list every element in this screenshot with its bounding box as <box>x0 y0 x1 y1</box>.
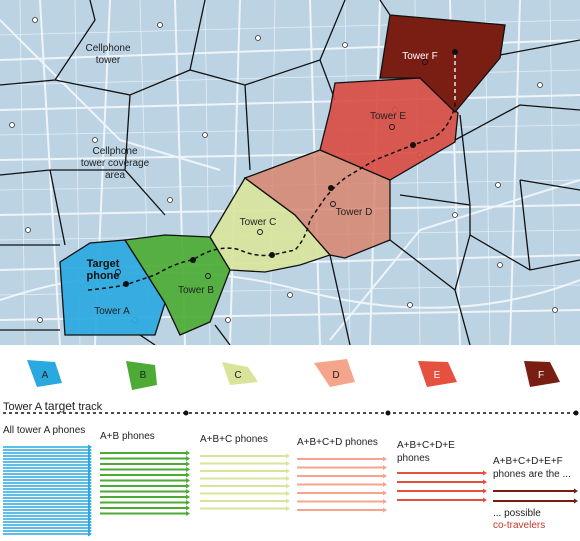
column-label-d: A+B+C+D phones <box>297 437 378 448</box>
phone-line-arrow <box>186 500 190 505</box>
cellphone-tower-label-1: Cellphone <box>85 43 130 54</box>
possible-label: ... possible <box>493 508 541 519</box>
phone-lines <box>3 444 578 537</box>
target-label-2: phone <box>87 270 120 282</box>
column-label-a: All tower A phones <box>3 425 86 436</box>
phone-line-arrow <box>483 488 487 494</box>
phone-line-arrow <box>286 491 290 496</box>
phone-line-arrow <box>186 489 190 494</box>
phone-line-arrow <box>186 494 190 500</box>
legend-shape-d: D <box>314 359 355 387</box>
phone-line-arrow <box>574 488 578 494</box>
phone-line-arrow <box>383 482 387 487</box>
phone-line-arrow <box>383 490 387 496</box>
tower-markers <box>123 49 458 287</box>
svg-text:B: B <box>140 370 147 381</box>
tower-a-label: Tower A <box>94 306 130 317</box>
svg-text:Target: Target <box>87 258 120 270</box>
phone-line-arrow <box>286 476 290 481</box>
phone-line-arrow <box>286 468 290 474</box>
phone-line-arrow <box>383 473 387 479</box>
phone-line-arrow <box>483 470 487 476</box>
target-track-label: Tower A target track <box>3 399 103 413</box>
column-label-f-1: A+B+C+D+E+F <box>493 456 563 467</box>
phone-line-arrow <box>383 507 387 513</box>
tower-b-label: Tower B <box>178 285 214 296</box>
legend-panel: A B C D E F Tower A target track All tow… <box>0 345 580 541</box>
svg-text:Cellphone: Cellphone <box>92 146 137 157</box>
column-label-b: A+B phones <box>100 431 155 442</box>
phone-line-arrow <box>88 531 92 537</box>
phone-line-arrow <box>186 450 190 456</box>
coverage-label-2: tower coverage <box>81 158 150 169</box>
phone-line-arrow <box>383 499 387 504</box>
column-label-e-1: A+B+C+D+E <box>397 440 455 451</box>
coverage-label-1: Cellphone <box>92 146 137 157</box>
phone-line-arrow <box>483 497 487 503</box>
legend-shape-a: A <box>27 360 62 387</box>
coverage-label-3: area <box>105 170 125 181</box>
tower-f-area <box>379 14 506 113</box>
svg-text:tower coverage: tower coverage <box>81 158 150 169</box>
svg-text:tower: tower <box>96 55 121 66</box>
legend-shape-b: B <box>126 361 157 390</box>
tower-b-area <box>123 234 231 336</box>
tower-e-label: Tower E <box>370 111 406 122</box>
phone-line-arrow <box>186 511 190 516</box>
tower-coverage-map: Cellphone tower Cellphone tower coverage… <box>0 0 580 345</box>
phone-line-arrow <box>186 505 190 511</box>
tower-f-label: Tower F <box>402 51 438 62</box>
target-label-1: Target <box>87 258 120 270</box>
legend-graphics: A B C D E F <box>3 359 579 537</box>
legend-shape-e: E <box>418 361 457 387</box>
tower-d-label: Tower D <box>336 207 373 218</box>
phone-line-arrow <box>286 506 290 511</box>
column-label-e-2: phones <box>397 453 430 464</box>
legend-shape-c: C <box>222 362 258 385</box>
column-label-c: A+B+C phones <box>200 434 268 445</box>
phone-line-arrow <box>483 479 487 485</box>
svg-text:area: area <box>105 170 125 181</box>
coverage-cell-borders <box>0 0 580 345</box>
svg-text:F: F <box>538 370 544 381</box>
phone-line-arrow <box>186 456 190 461</box>
phone-line-arrow <box>383 465 387 470</box>
phone-line-arrow <box>574 498 578 504</box>
cotravelers-label: co-travelers <box>493 520 546 531</box>
svg-text:E: E <box>434 370 441 381</box>
tower-c-label: Tower C <box>240 217 277 228</box>
phone-line-arrow <box>286 461 290 466</box>
svg-text:A: A <box>42 370 49 381</box>
svg-text:Cellphone: Cellphone <box>85 43 130 54</box>
legend-shape-f: F <box>524 361 560 387</box>
phone-line-arrow <box>186 461 190 467</box>
phone-line-arrow <box>286 483 290 489</box>
phone-line-arrow <box>286 498 290 504</box>
svg-text:C: C <box>234 370 241 381</box>
svg-text:phone: phone <box>87 270 120 282</box>
cellphone-tower-label-2: tower <box>96 55 121 66</box>
phone-line-arrow <box>186 483 190 489</box>
svg-text:D: D <box>332 370 339 381</box>
phone-line-arrow <box>186 478 190 483</box>
phone-line-arrow <box>186 467 190 472</box>
phone-line-arrow <box>186 472 190 478</box>
column-label-f-2: phones are the ... <box>493 469 571 480</box>
phone-line-arrow <box>383 456 387 462</box>
phone-line-arrow <box>286 453 290 459</box>
